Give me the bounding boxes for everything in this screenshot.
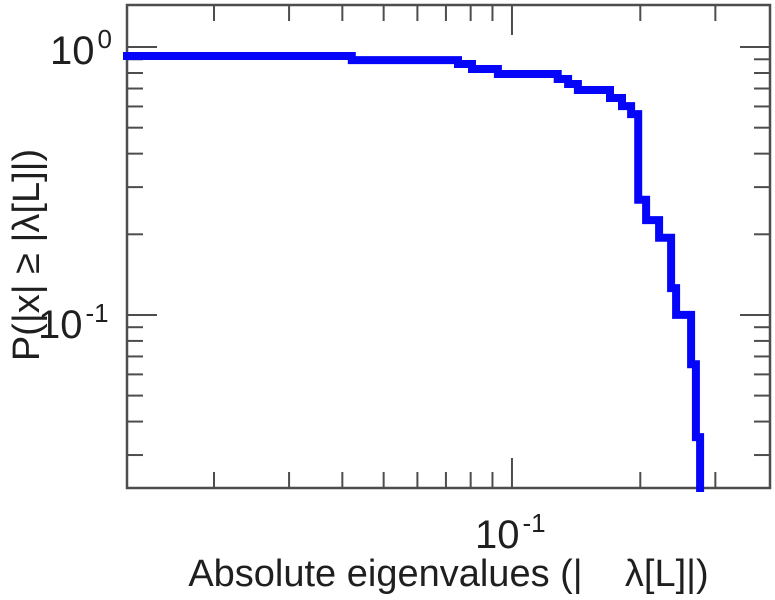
- x-tick-1e-1-base: 10: [475, 513, 520, 557]
- y-tick-1e-1-base: 10: [38, 303, 83, 347]
- x-tick-label-1e-1: 10 -1: [475, 510, 546, 555]
- y-tick-label-1e-1: 10 -1: [38, 300, 109, 345]
- y-tick-1e0-base: 10: [50, 29, 95, 73]
- x-tick-1e-1-exponent: -1: [522, 508, 546, 538]
- ccdf-curve: [123, 52, 705, 492]
- y-tick-label-1e0: 10 0: [50, 26, 112, 71]
- y-tick-1e0-exponent: 0: [97, 24, 112, 54]
- y-tick-1e-1-exponent: -1: [85, 298, 109, 328]
- x-axis-title: Absolute eigenvalues (| λ[L]|): [188, 553, 709, 595]
- plot-frame: [125, 3, 772, 490]
- y-axis-title: P(|x| ≥ |λ[L]|): [6, 148, 49, 362]
